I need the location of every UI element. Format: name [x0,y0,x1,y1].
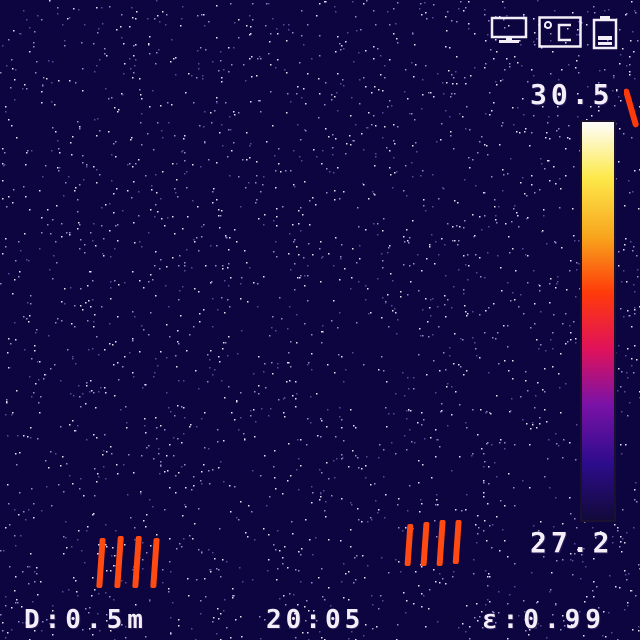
emissivity-readout: ε:0.99 [482,605,606,635]
hotspot-bars-right [404,520,462,566]
celsius-icon [538,16,582,48]
edge-hotspot [624,88,639,128]
monitor-icon [490,16,528,43]
hotspot-bars-left [96,536,160,588]
battery-icon [592,16,618,50]
color-scale-bar [580,120,616,522]
distance-readout: D:0.5m [24,605,148,635]
temperature-scale-max: 30.5 [530,78,614,111]
time-readout: 20:05 [266,605,365,635]
temperature-scale-min: 27.2 [530,526,614,559]
